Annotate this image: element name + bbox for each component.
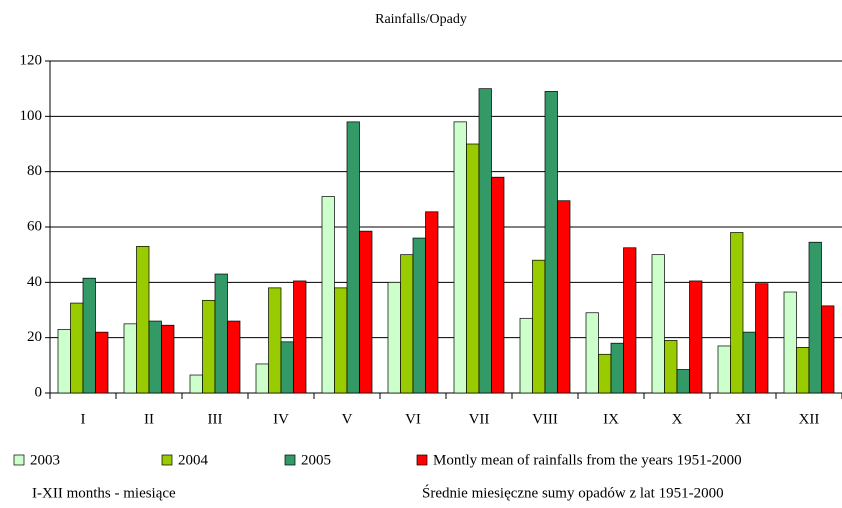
x-tick-label: XI <box>735 411 751 427</box>
bar <box>519 317 533 394</box>
bar <box>57 329 71 394</box>
bar <box>453 121 467 394</box>
bar <box>783 291 797 394</box>
bar <box>82 277 96 394</box>
bar <box>136 246 150 394</box>
x-tick-label: IV <box>273 411 289 427</box>
y-tick-label: 120 <box>20 52 43 68</box>
bar <box>334 287 348 394</box>
bar <box>491 176 505 394</box>
x-tick-label: XII <box>799 411 820 427</box>
bar <box>268 287 282 394</box>
y-tick-label: 60 <box>27 218 42 234</box>
bar <box>255 363 269 394</box>
bar <box>161 324 175 394</box>
bar <box>189 374 203 394</box>
bar <box>412 237 426 394</box>
bar <box>557 200 571 394</box>
bar <box>808 241 822 394</box>
bar <box>544 91 558 394</box>
legend-swatch <box>161 454 173 466</box>
bar <box>346 121 360 394</box>
legend-swatch <box>13 454 25 466</box>
bar <box>717 345 731 394</box>
bar <box>478 88 492 394</box>
bar <box>598 353 612 394</box>
legend-label: 2003 <box>30 452 60 468</box>
y-tick-label: 100 <box>20 108 43 124</box>
legend-swatch <box>284 454 296 466</box>
legend-swatch <box>416 454 428 466</box>
bar <box>466 143 480 394</box>
x-tick-label: VI <box>405 411 421 427</box>
y-tick-label: 20 <box>27 329 42 345</box>
bar <box>387 281 401 394</box>
legend-label: 2005 <box>301 452 331 468</box>
bar <box>70 302 84 394</box>
bar <box>123 323 137 394</box>
bar <box>148 320 162 394</box>
y-tick-label: 40 <box>27 274 42 290</box>
x-tick-label: X <box>672 411 683 427</box>
bar <box>214 273 228 394</box>
legend-label: Montly mean of rainfalls from the years … <box>433 452 742 468</box>
bar <box>676 369 690 394</box>
annotation: I-XII months - miesiące <box>32 485 176 501</box>
bar <box>280 341 294 394</box>
bar <box>202 299 216 394</box>
x-tick-label: II <box>144 411 154 427</box>
bar <box>664 340 678 394</box>
chart-title: Rainfalls/Opady <box>375 12 467 27</box>
x-tick-label: I <box>81 411 86 427</box>
x-tick-label: VIII <box>532 411 558 427</box>
y-tick-label: 80 <box>27 163 42 179</box>
bar <box>651 254 665 394</box>
bar <box>689 280 703 394</box>
x-tick-label: IX <box>603 411 619 427</box>
bar <box>821 305 835 394</box>
bar <box>359 230 373 394</box>
bar <box>95 331 109 394</box>
annotation: Średnie miesięczne sumy opadów z lat 195… <box>422 484 724 501</box>
bar <box>755 283 769 394</box>
bar <box>293 280 307 394</box>
x-tick-label: V <box>342 411 353 427</box>
bar <box>623 247 637 394</box>
bar <box>742 331 756 394</box>
bar <box>532 259 546 394</box>
y-tick-label: 0 <box>35 384 43 400</box>
x-tick-label: III <box>208 411 223 427</box>
bar <box>610 342 624 394</box>
legend-label: 2004 <box>178 452 209 468</box>
bar <box>400 254 414 394</box>
bar <box>321 196 335 394</box>
bar <box>425 211 439 394</box>
x-tick-label: VII <box>469 411 490 427</box>
bar <box>585 312 599 394</box>
bar <box>730 232 744 394</box>
bar <box>796 347 810 394</box>
bar <box>227 320 241 394</box>
